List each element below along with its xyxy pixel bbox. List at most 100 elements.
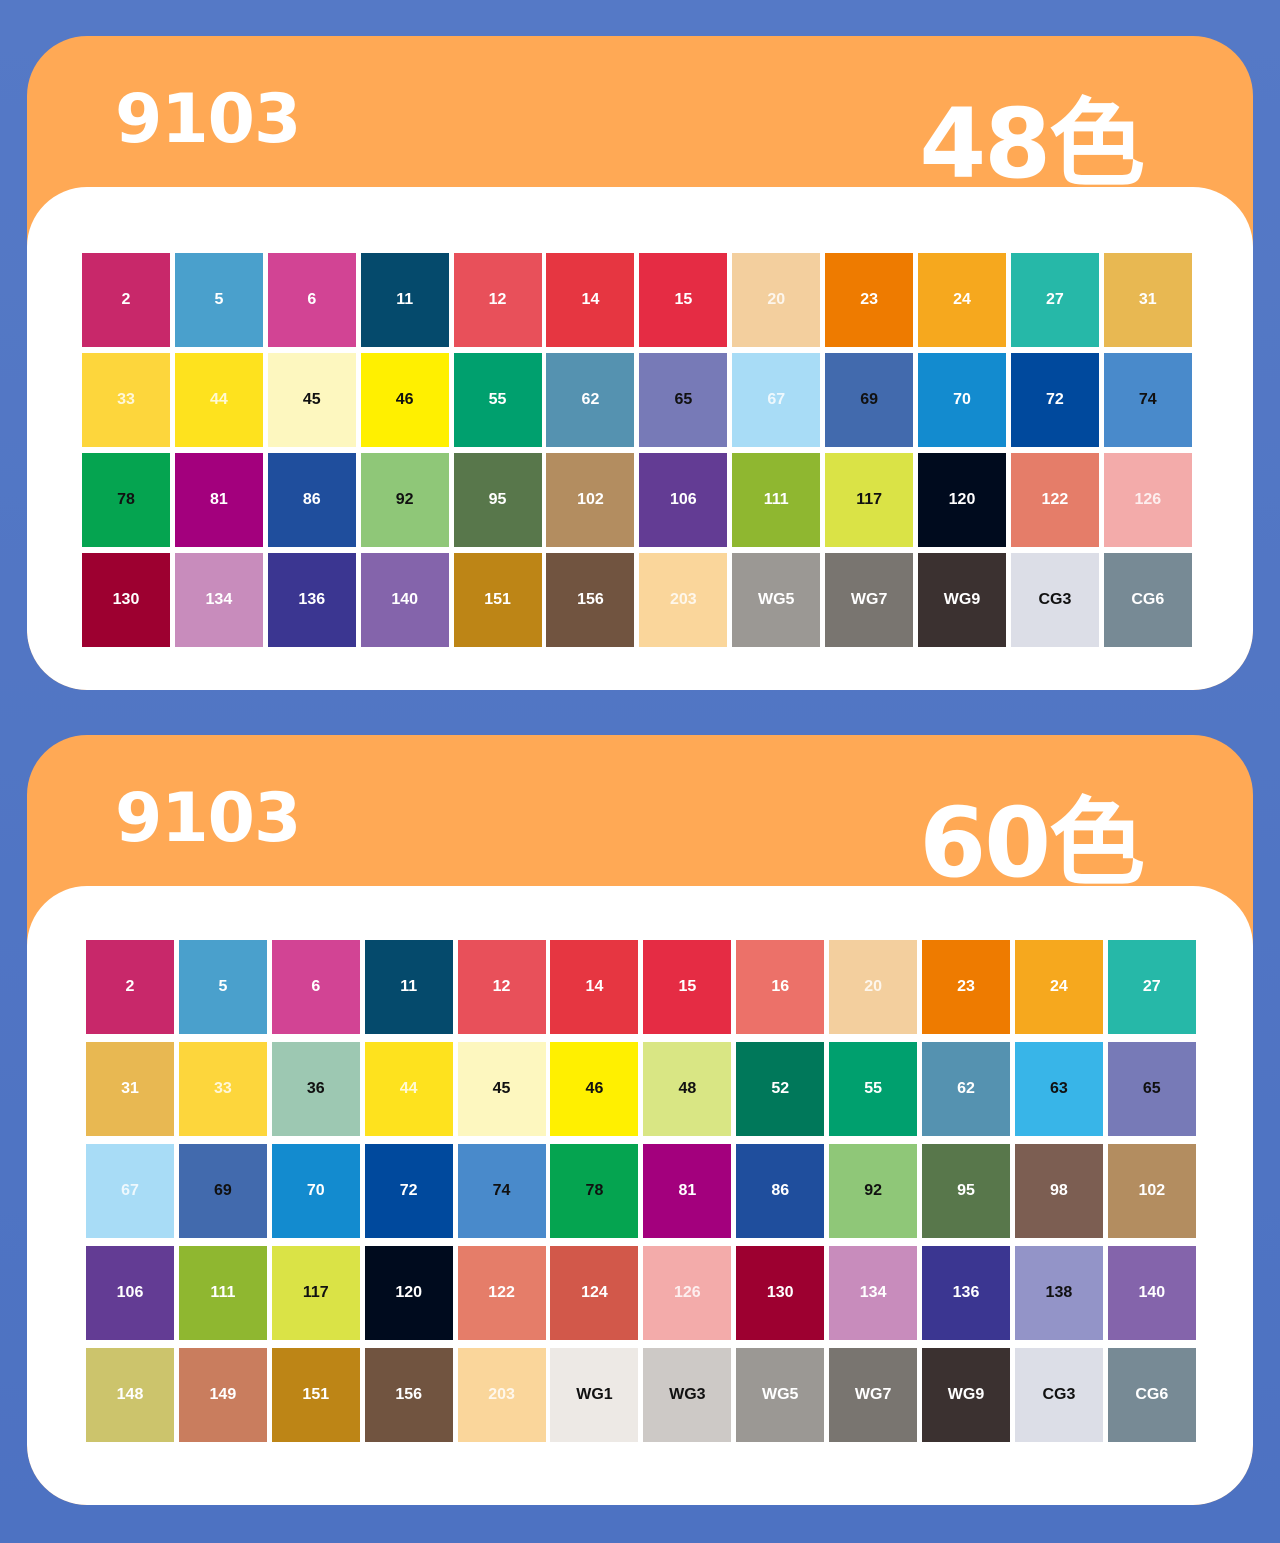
color-swatch: WG5 xyxy=(732,553,821,647)
color-swatch: 5 xyxy=(174,253,263,347)
color-swatch: 92 xyxy=(829,1144,918,1238)
color-swatch: 65 xyxy=(639,353,728,447)
color-swatch: 24 xyxy=(918,253,1007,347)
color-swatch: 149 xyxy=(178,1348,267,1442)
model-number: 9103 xyxy=(115,779,301,858)
swatch-grid: 2 5 6 11 12 14 15 20 23 24 27 31 33 44 45 46 55 62 65 67 69 7… xyxy=(82,253,1192,647)
color-swatch: 62 xyxy=(546,353,635,447)
color-swatch: 2 xyxy=(86,940,174,1034)
color-swatch: 69 xyxy=(825,353,914,447)
color-swatch: 6 xyxy=(271,940,360,1034)
color-swatch: 70 xyxy=(271,1144,360,1238)
color-swatch: 20 xyxy=(829,940,918,1034)
color-swatch: 48 xyxy=(643,1042,732,1136)
color-swatch: 126 xyxy=(1103,453,1192,547)
color-swatch: 67 xyxy=(86,1144,174,1238)
color-set-card-48: 9103 48色 2 5 6 11 12 14 15 20 23 24 27 31 33 44 45 46 55… xyxy=(27,36,1253,690)
color-swatch: 15 xyxy=(639,253,728,347)
color-swatch: 74 xyxy=(457,1144,546,1238)
color-swatch: 95 xyxy=(453,453,542,547)
color-swatch: 130 xyxy=(736,1246,825,1340)
color-swatch: 78 xyxy=(550,1144,639,1238)
color-swatch: 33 xyxy=(178,1042,267,1136)
color-swatch: 86 xyxy=(267,453,356,547)
color-swatch: 55 xyxy=(453,353,542,447)
color-swatch: 140 xyxy=(1107,1246,1196,1340)
color-swatch: 31 xyxy=(1103,253,1192,347)
color-swatch: 45 xyxy=(457,1042,546,1136)
color-swatch: 122 xyxy=(1010,453,1099,547)
color-swatch: 98 xyxy=(1014,1144,1103,1238)
color-swatch: 44 xyxy=(364,1042,453,1136)
color-swatch: WG5 xyxy=(736,1348,825,1442)
color-swatch: 46 xyxy=(550,1042,639,1136)
color-swatch: CG3 xyxy=(1010,553,1099,647)
color-swatch: 70 xyxy=(918,353,1007,447)
color-swatch: 11 xyxy=(364,940,453,1034)
color-swatch: WG3 xyxy=(643,1348,732,1442)
color-swatch: CG3 xyxy=(1014,1348,1103,1442)
color-swatch: 126 xyxy=(643,1246,732,1340)
swatch-grid: 2 5 6 11 12 14 15 16 20 23 24 27 31 33 36 44 45 46 48 52 55 6… xyxy=(86,940,1196,1442)
color-swatch: 81 xyxy=(174,453,263,547)
color-swatch: 46 xyxy=(360,353,449,447)
color-swatch: 151 xyxy=(271,1348,360,1442)
color-swatch: 2 xyxy=(82,253,170,347)
color-swatch: 62 xyxy=(922,1042,1011,1136)
color-swatch: 16 xyxy=(736,940,825,1034)
color-swatch: 102 xyxy=(546,453,635,547)
color-swatch: 203 xyxy=(639,553,728,647)
color-swatch: 20 xyxy=(732,253,821,347)
color-swatch: 45 xyxy=(267,353,356,447)
color-swatch: 140 xyxy=(360,553,449,647)
color-swatch: 14 xyxy=(550,940,639,1034)
color-swatch: 74 xyxy=(1103,353,1192,447)
color-swatch: WG9 xyxy=(918,553,1007,647)
color-swatch: 122 xyxy=(457,1246,546,1340)
color-swatch: 24 xyxy=(1014,940,1103,1034)
color-swatch: 15 xyxy=(643,940,732,1034)
color-swatch: 136 xyxy=(922,1246,1011,1340)
color-swatch: 92 xyxy=(360,453,449,547)
color-swatch: 120 xyxy=(364,1246,453,1340)
color-swatch: 44 xyxy=(174,353,263,447)
color-swatch: 120 xyxy=(918,453,1007,547)
color-swatch: 69 xyxy=(178,1144,267,1238)
color-swatch: WG9 xyxy=(922,1348,1011,1442)
color-set-card-60: 9103 60色 2 5 6 11 12 14 15 16 20 23 24 27 31 33 36 44 45… xyxy=(27,735,1253,1505)
color-swatch: 5 xyxy=(178,940,267,1034)
color-swatch: 156 xyxy=(546,553,635,647)
color-swatch: 106 xyxy=(639,453,728,547)
color-swatch: 78 xyxy=(82,453,170,547)
color-swatch: 106 xyxy=(86,1246,174,1340)
color-swatch: 148 xyxy=(86,1348,174,1442)
color-swatch: 55 xyxy=(829,1042,918,1136)
color-count-label: 60色 xyxy=(919,787,1145,899)
color-swatch: 138 xyxy=(1014,1246,1103,1340)
model-number: 9103 xyxy=(115,80,301,159)
color-swatch: 33 xyxy=(82,353,170,447)
color-count-label: 48色 xyxy=(919,88,1145,200)
color-swatch: 63 xyxy=(1014,1042,1103,1136)
color-swatch: 72 xyxy=(1010,353,1099,447)
color-swatch: 52 xyxy=(736,1042,825,1136)
color-swatch: 27 xyxy=(1107,940,1196,1034)
color-swatch: 65 xyxy=(1107,1042,1196,1136)
color-swatch: 12 xyxy=(453,253,542,347)
color-swatch: 134 xyxy=(174,553,263,647)
color-swatch: 151 xyxy=(453,553,542,647)
color-swatch: WG7 xyxy=(829,1348,918,1442)
color-swatch: 23 xyxy=(825,253,914,347)
color-swatch: 111 xyxy=(732,453,821,547)
swatch-panel: 2 5 6 11 12 14 15 20 23 24 27 31 33 44 45 46 55 62 65 67 69 7… xyxy=(27,187,1253,690)
color-swatch: 14 xyxy=(546,253,635,347)
swatch-panel: 2 5 6 11 12 14 15 16 20 23 24 27 31 33 36 44 45 46 48 52 55 6… xyxy=(27,886,1253,1505)
color-swatch: 203 xyxy=(457,1348,546,1442)
color-swatch: 36 xyxy=(271,1042,360,1136)
color-swatch: CG6 xyxy=(1107,1348,1196,1442)
color-swatch: 130 xyxy=(82,553,170,647)
color-swatch: 31 xyxy=(86,1042,174,1136)
color-swatch: 72 xyxy=(364,1144,453,1238)
color-swatch: 117 xyxy=(271,1246,360,1340)
color-swatch: CG6 xyxy=(1103,553,1192,647)
